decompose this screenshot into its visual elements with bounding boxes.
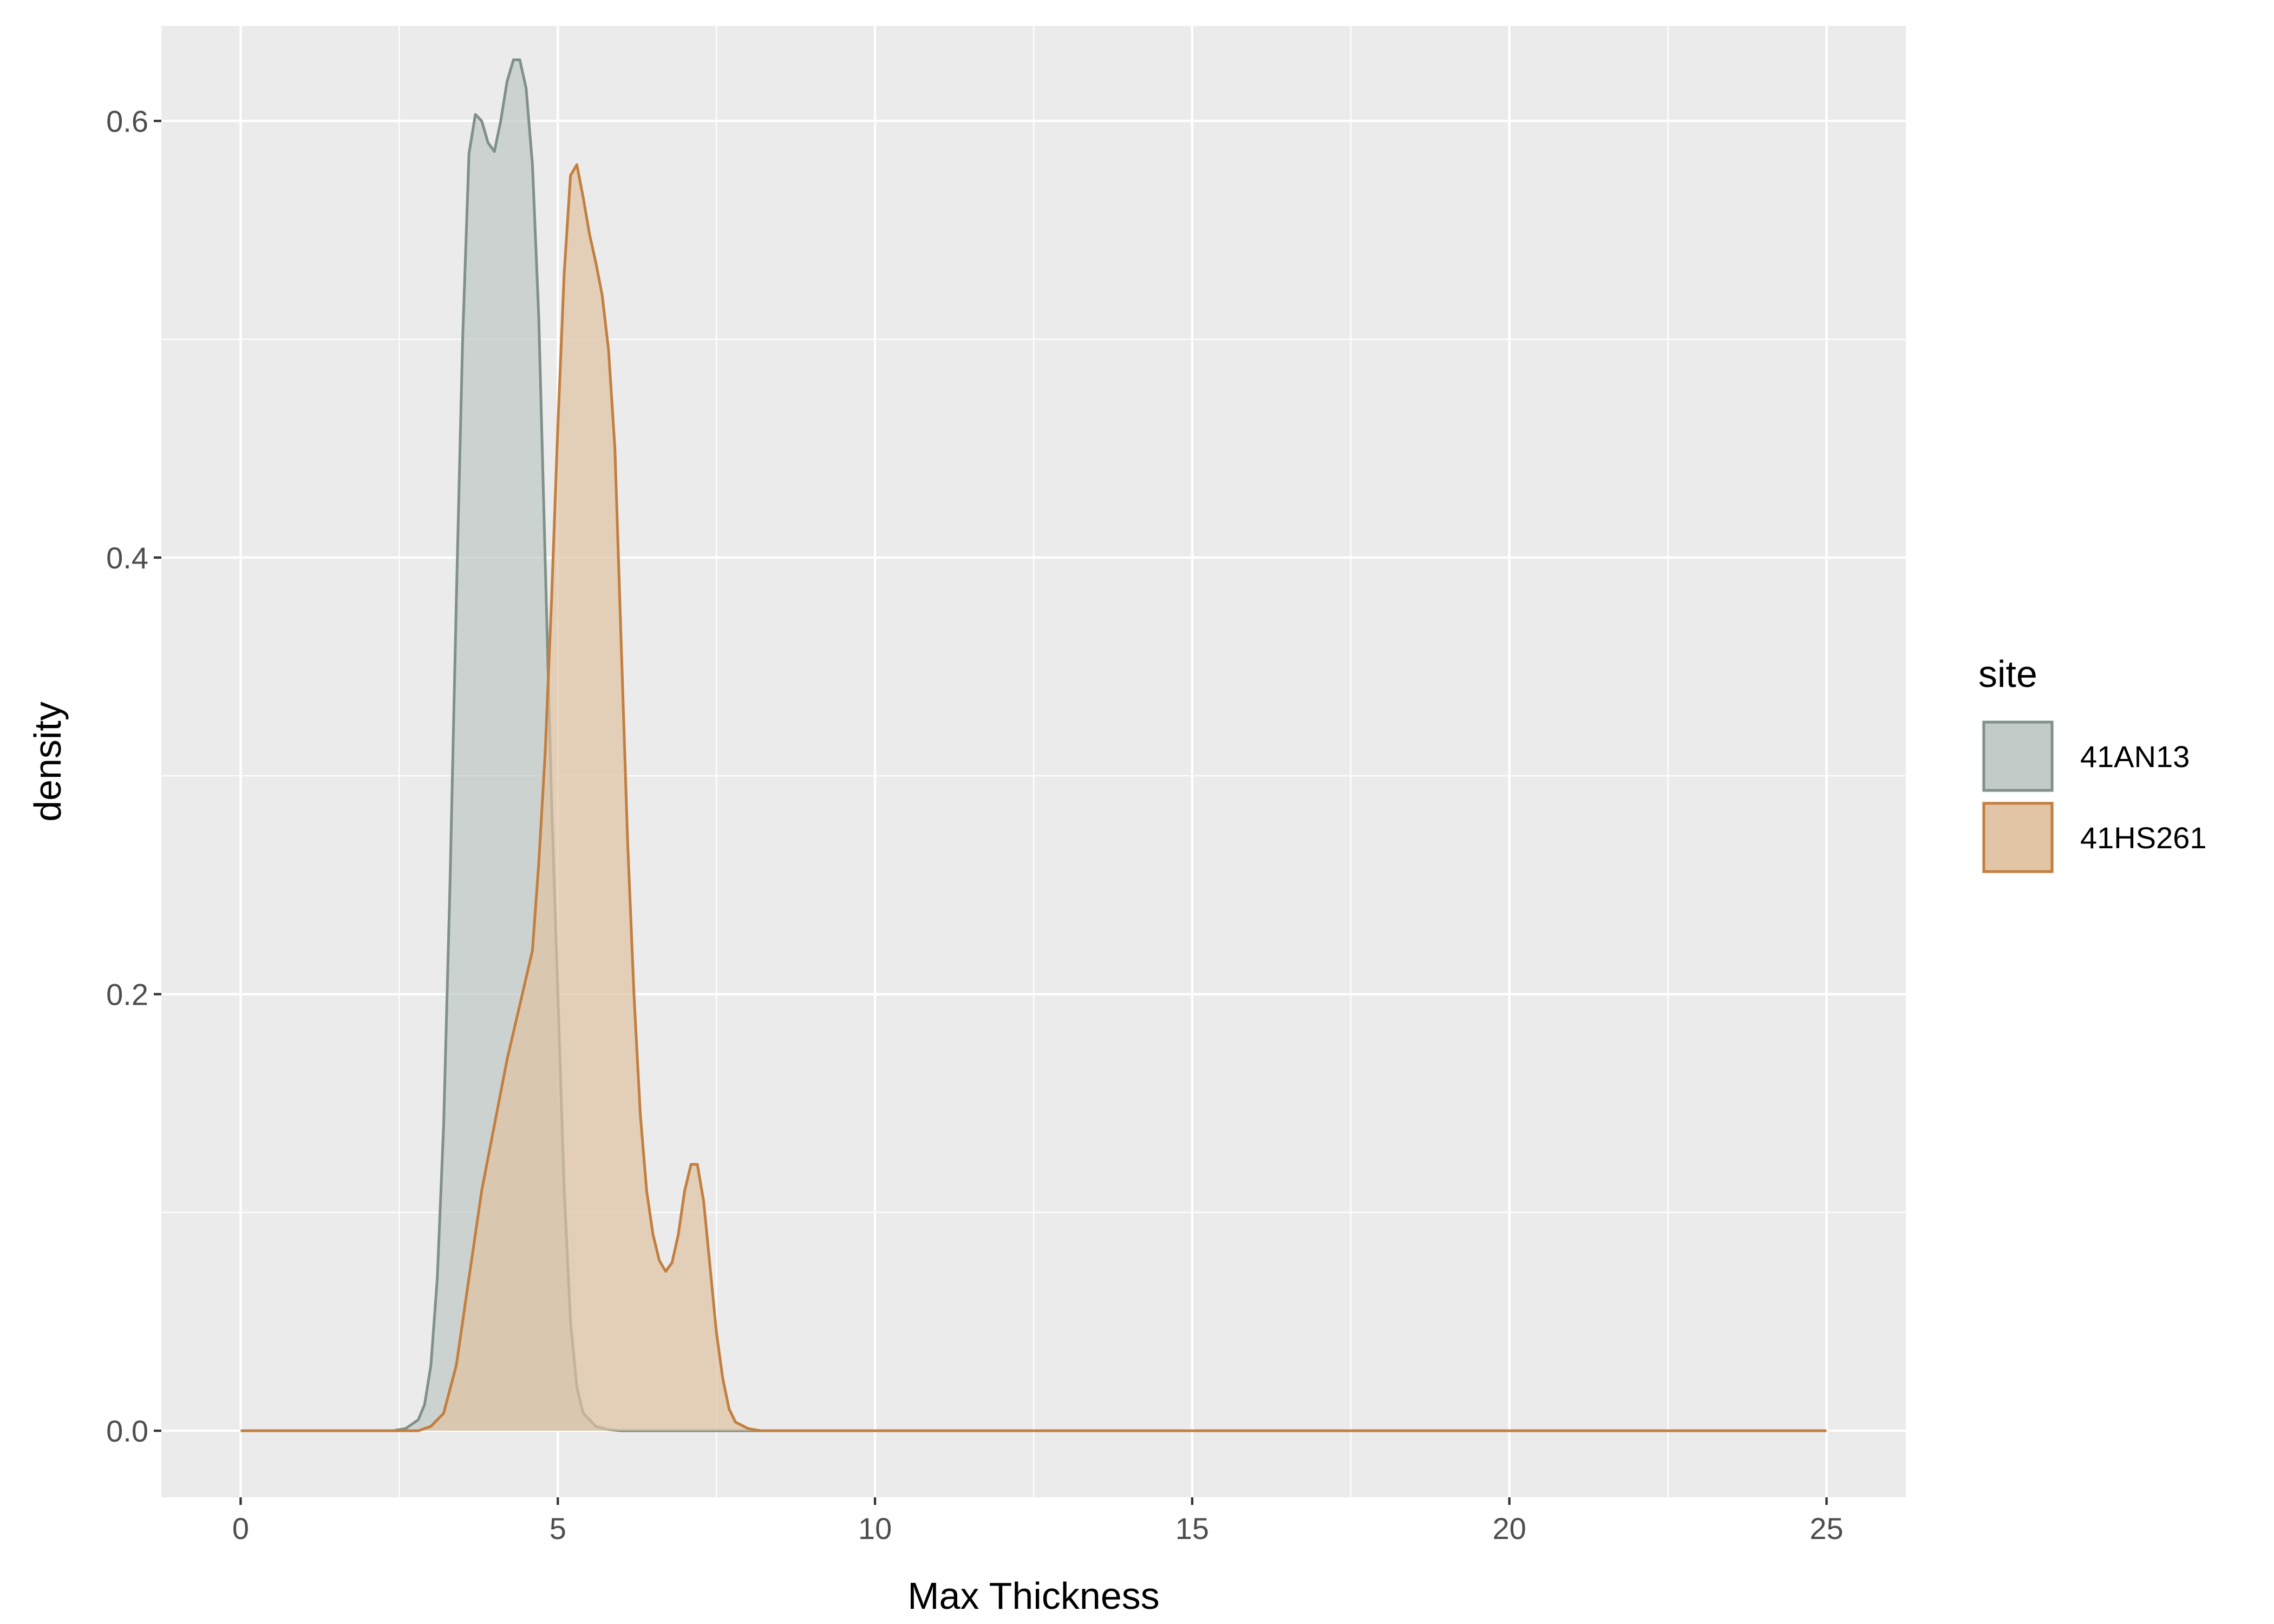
x-tick-label: 10 — [858, 1511, 892, 1546]
legend-swatch-41HS261 — [1982, 802, 2054, 873]
legend-swatch-41AN13 — [1982, 721, 2054, 792]
density-areas — [240, 58, 1827, 1432]
legend-title: site — [1978, 653, 2037, 695]
y-tick-label: 0.6 — [106, 104, 148, 138]
x-tick-label: 5 — [550, 1511, 566, 1546]
y-axis: 0.0 0.2 0.4 0.6 — [106, 104, 161, 1448]
x-tick-label: 0 — [232, 1511, 249, 1546]
density-area-41HS261 — [240, 165, 1827, 1431]
legend-label: 41HS261 — [2080, 821, 2207, 855]
y-tick-label: 0.0 — [106, 1414, 148, 1448]
legend: site 41AN13 41HS261 — [1978, 653, 2207, 874]
legend-label: 41AN13 — [2080, 739, 2190, 774]
y-tick-label: 0.4 — [106, 541, 148, 575]
x-axis-title: Max Thickness — [907, 1575, 1160, 1617]
y-tick-label: 0.2 — [106, 977, 148, 1011]
x-tick-label: 20 — [1493, 1511, 1526, 1546]
x-tick-label: 25 — [1809, 1511, 1843, 1546]
minor-gridlines — [161, 26, 1906, 1497]
x-tick-label: 15 — [1175, 1511, 1209, 1546]
x-axis: 0 5 10 15 20 25 — [232, 1497, 1844, 1546]
y-axis-title: density — [27, 702, 69, 822]
density-outline-41HS261 — [240, 163, 1827, 1432]
